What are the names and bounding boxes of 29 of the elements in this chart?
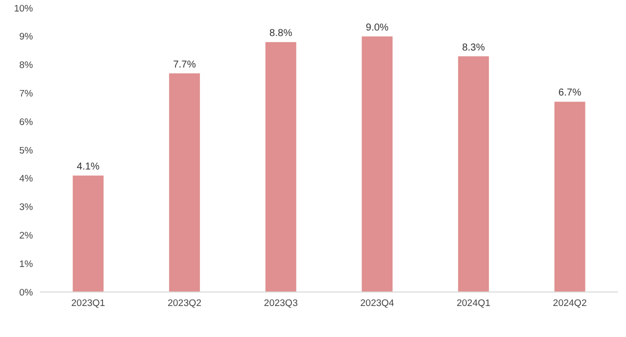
data-label: 8.8% [269,28,292,40]
data-label: 6.7% [558,88,582,99]
data-label: 7.7% [173,59,196,70]
bar [458,56,489,292]
x-tick-label: 2023Q4 [360,298,394,309]
x-tick-label: 2023Q2 [168,298,202,309]
data-label: 9.0% [366,22,389,34]
y-tick-label: 4% [19,174,34,185]
y-tick-label: 2% [19,230,34,242]
x-tick-label: 2024Q1 [456,298,490,309]
bar [169,73,200,292]
y-tick-label: 8% [19,60,34,72]
y-tick-label: 9% [19,32,34,43]
y-tick-label: 7% [19,88,34,100]
x-tick-label: 2024Q2 [552,298,587,309]
y-tick-label: 3% [19,202,34,214]
data-label: 4.1% [76,162,100,173]
bar [265,42,296,292]
data-label: 8.3% [462,42,486,54]
y-tick-label: 0% [19,287,34,298]
bar [554,102,586,292]
bar [362,36,393,292]
x-tick-label: 2023Q3 [264,298,298,309]
y-tick-label: 5% [19,145,34,156]
x-tick-label: 2023Q1 [71,298,106,309]
bar [72,176,104,292]
y-tick-label: 6% [19,116,34,128]
y-tick-label: 10% [14,3,34,14]
y-tick-label: 1% [19,258,34,270]
